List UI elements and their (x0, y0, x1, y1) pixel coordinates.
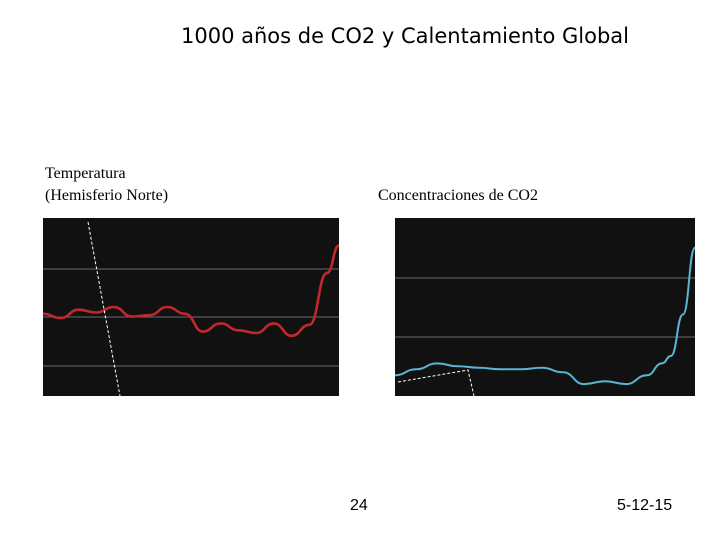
co2-chart-title: Concentraciones de CO2 (378, 187, 538, 204)
page-number: 24 (350, 497, 368, 514)
temperature-chart-title-line: (Hemisferio Norte) (45, 187, 169, 204)
slide-title: 1000 años de CO2 y Calentamiento Global (181, 24, 629, 48)
temperature-annotation-line (87, 221, 121, 397)
co2-plot-area (395, 218, 695, 396)
co2-series-line (394, 246, 696, 386)
co2-chart (394, 218, 696, 397)
temperature-chart-title-line: Temperatura (45, 165, 126, 182)
temperature-series-line (42, 244, 340, 338)
temperature-chart-title: Temperatura (Hemisferio Norte) (45, 163, 168, 207)
temperature-plot-area (43, 218, 339, 396)
co2-annotation-line (397, 369, 475, 397)
slide-date: 5-12-15 (617, 497, 673, 514)
temperature-chart (42, 218, 340, 397)
